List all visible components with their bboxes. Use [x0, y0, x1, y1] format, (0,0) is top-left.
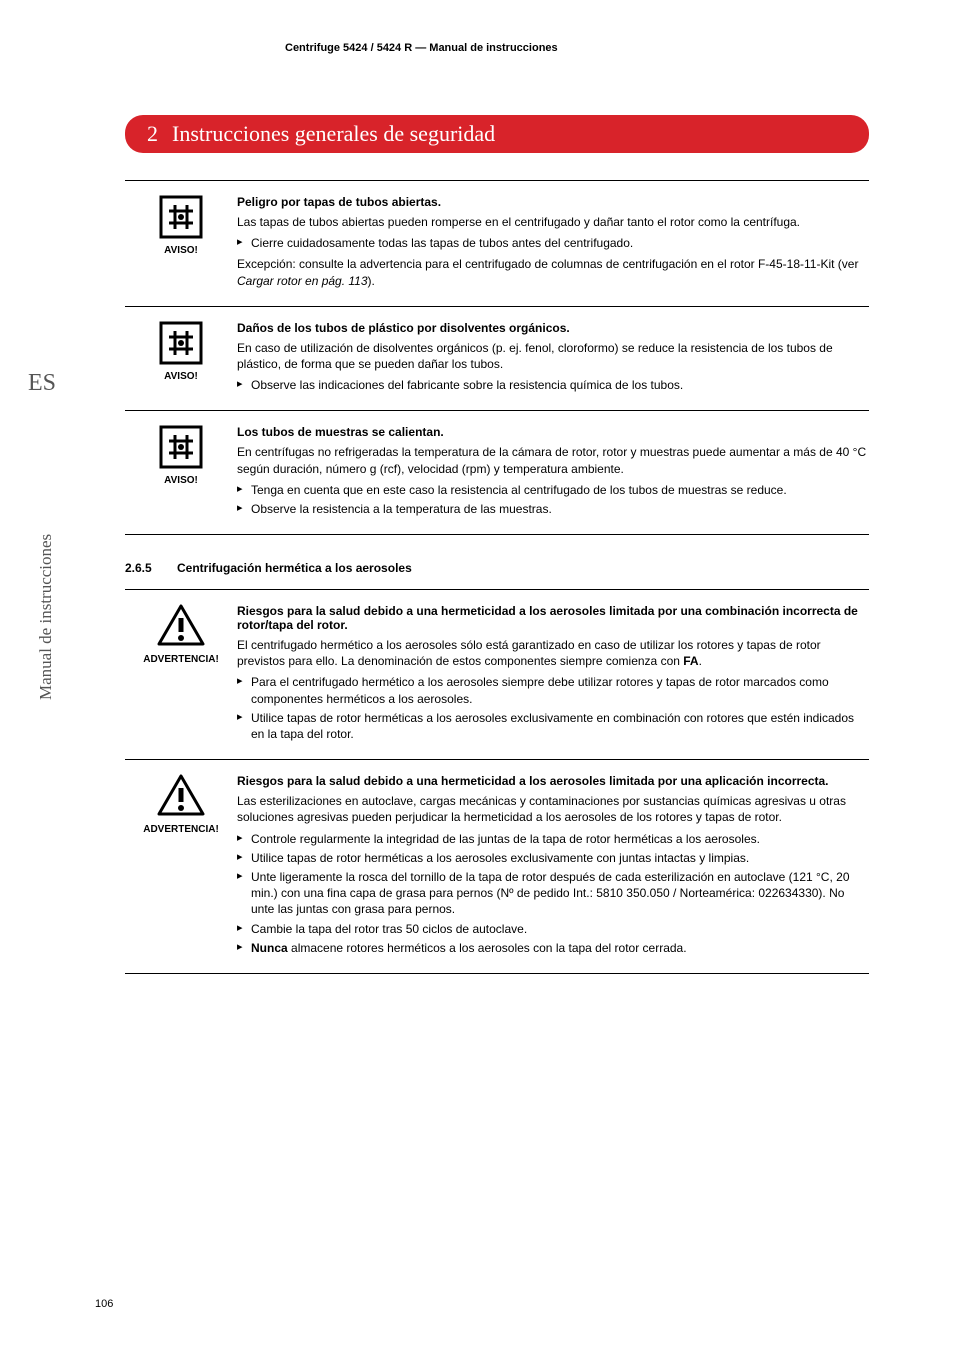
warning-title: Riesgos para la salud debido a una herme…: [237, 604, 869, 632]
warning-para: En centrífugas no refrigeradas la temper…: [237, 444, 869, 476]
warning-body: Riesgos para la salud debido a una herme…: [237, 774, 869, 961]
warning-list: Cierre cuidadosamente todas las tapas de…: [237, 235, 869, 251]
warning-list-item: Tenga en cuenta que en este caso la resi…: [237, 482, 869, 498]
warning-body: Los tubos de muestras se calientan. En ce…: [237, 425, 869, 522]
chapter-title: Instrucciones generales de seguridad: [172, 121, 495, 146]
warning-title: Riesgos para la salud debido a una herme…: [237, 774, 869, 788]
warning-list-item: Observe las indicaciones del fabricante …: [237, 377, 869, 393]
section-title: Centrifugación hermética a los aerosoles: [177, 561, 412, 575]
warning-list: Observe las indicaciones del fabricante …: [237, 377, 869, 393]
warning-left: AVISO!: [125, 195, 237, 294]
warning-body: Peligro por tapas de tubos abiertas. Las …: [237, 195, 869, 294]
page-number: 106: [95, 1298, 113, 1310]
section-number: 2.6.5: [125, 561, 177, 575]
warning-list-item: Utilice tapas de rotor herméticas a los …: [237, 710, 869, 742]
warning-block: AVISO! Daños de los tubos de plástico por…: [125, 307, 869, 412]
warning-list: Tenga en cuenta que en este caso la resi…: [237, 482, 869, 517]
warning-para: Las tapas de tubos abiertas pueden rompe…: [237, 214, 869, 230]
warning-list-item: Cambie la tapa del rotor tras 50 ciclos …: [237, 921, 869, 937]
warning-para: Excepción: consulte la advertencia para …: [237, 256, 869, 288]
warning-list: Para el centrifugado hermético a los aer…: [237, 674, 869, 742]
warning-left: AVISO!: [125, 321, 237, 399]
warning-icon: [156, 604, 206, 648]
language-indicator: ES: [28, 370, 56, 397]
warning-list-item: Unte ligeramente la rosca del tornillo d…: [237, 869, 869, 918]
warning-list-item: Para el centrifugado hermético a los aer…: [237, 674, 869, 706]
warning-label: AVISO!: [125, 371, 237, 382]
warning-left: AVISO!: [125, 425, 237, 522]
warning-list-item: Cierre cuidadosamente todas las tapas de…: [237, 235, 869, 251]
warning-list-item: Controle regularmente la integridad de l…: [237, 831, 869, 847]
warning-left: ADVERTENCIA!: [125, 774, 237, 961]
warning-body: Riesgos para la salud debido a una herme…: [237, 604, 869, 747]
warning-block: AVISO!Peligro por tapas de tubos abierta…: [125, 180, 869, 307]
warning-label: AVISO!: [125, 245, 237, 256]
warning-title: Peligro por tapas de tubos abiertas.: [237, 195, 869, 209]
warning-block: ADVERTENCIA! Riesgos para la salud debido…: [125, 760, 869, 974]
warning-label: AVISO!: [125, 475, 237, 486]
warning-label: ADVERTENCIA!: [125, 824, 237, 835]
warning-icon: [156, 774, 206, 818]
chapter-number: 2: [147, 121, 158, 146]
warning-title: Daños de los tubos de plástico por disol…: [237, 321, 869, 335]
page-header: Centrifuge 5424 / 5424 R — Manual de ins…: [285, 42, 558, 54]
notice-icon: [159, 195, 203, 239]
warning-para: Las esterilizaciones en autoclave, carga…: [237, 793, 869, 825]
manual-side-label: Manual de instrucciones: [36, 534, 56, 700]
notice-icon: [159, 321, 203, 365]
warning-block: ADVERTENCIA! Riesgos para la salud debido…: [125, 589, 869, 760]
warning-list-item: Utilice tapas de rotor herméticas a los …: [237, 850, 869, 866]
notice-icon: [159, 425, 203, 469]
warning-list-item: Observe la resistencia a la temperatura …: [237, 501, 869, 517]
warning-title: Los tubos de muestras se calientan.: [237, 425, 869, 439]
warning-body: Daños de los tubos de plástico por disol…: [237, 321, 869, 399]
content-area: AVISO!Peligro por tapas de tubos abierta…: [125, 180, 869, 974]
warning-para: El centrifugado hermético a los aerosole…: [237, 637, 869, 669]
warning-label: ADVERTENCIA!: [125, 654, 237, 665]
warning-list: Controle regularmente la integridad de l…: [237, 831, 869, 956]
chapter-heading: 2 Instrucciones generales de seguridad: [125, 115, 869, 153]
warning-left: ADVERTENCIA!: [125, 604, 237, 747]
warning-list-item: Nunca almacene rotores herméticos a los …: [237, 940, 869, 956]
warning-block: AVISO!Los tubos de muestras se calientan…: [125, 411, 869, 535]
section-heading: 2.6.5Centrifugación hermética a los aero…: [125, 561, 869, 575]
warning-para: En caso de utilización de disolventes or…: [237, 340, 869, 372]
